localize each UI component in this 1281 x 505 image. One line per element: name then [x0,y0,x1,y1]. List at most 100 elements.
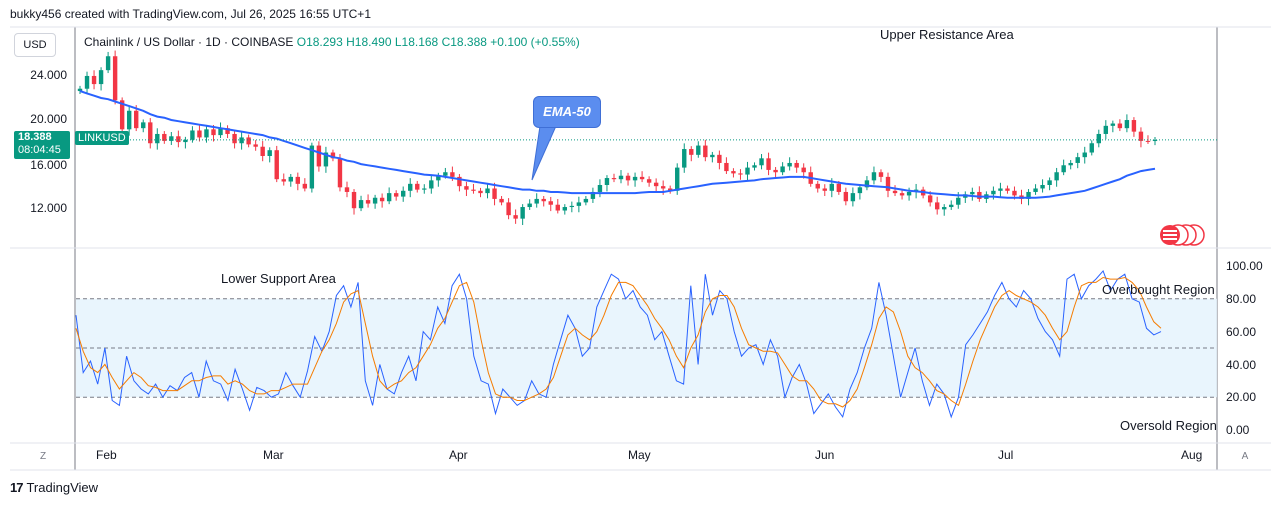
lower-support-label: Lower Support Area [221,271,336,286]
tradingview-icon: 17 [10,480,24,495]
ticker-label: LINKUSD [75,131,129,145]
candle-body [506,202,511,216]
candle-body [105,56,111,71]
candle-body [112,56,118,101]
candle-body [155,133,160,144]
candle-body [351,191,357,209]
candle-body [949,204,954,208]
candle-body [590,191,596,199]
time-tick: Jul [998,448,1014,462]
candle-body [794,162,799,168]
overbought-label: Overbought Region [1102,282,1215,297]
candle-body [1054,172,1059,181]
candle-body [309,145,315,189]
candle-body [1110,123,1116,126]
candle-body [822,188,827,191]
upper-resistance-label: Upper Resistance Area [880,27,1014,42]
brand-name: TradingView [26,480,99,495]
stoch-tick: 100.00 [1226,259,1263,273]
candle-body [1089,143,1094,153]
log-scale-button[interactable]: Z [39,451,47,462]
candle-body [864,180,870,188]
candle-body [274,150,279,180]
candle-body [288,176,293,182]
candle-body [1040,185,1045,189]
time-tick: Feb [96,448,117,462]
candle-body [597,185,603,192]
candle-body [829,183,834,191]
tradingview-logo[interactable]: 17 TradingView [10,480,98,495]
price-tick: 24.000 [30,68,67,82]
candle-body [218,128,223,136]
time-tick: Apr [449,448,468,462]
time-tick: Jun [815,448,835,462]
candle-body [991,190,996,195]
candle-body [330,152,336,159]
candle-body [126,110,132,130]
ema50-line [79,90,1156,199]
candle-body [253,144,258,147]
auto-scale-button[interactable]: A [1241,451,1249,462]
candle-body [998,188,1003,191]
candle-body [555,204,560,211]
time-tick: Mar [263,448,284,462]
candle-body [436,175,441,181]
candle-body [513,215,518,219]
candle-body [583,198,589,203]
candle-body [450,172,455,177]
candle-body [408,183,413,191]
candle-body [471,189,476,191]
candle-body [204,129,209,138]
candle-body [316,145,322,167]
stoch-tick: 0.00 [1226,423,1250,437]
us-flag-icon[interactable] [1160,224,1205,246]
candle-body [225,128,230,134]
candle-body [801,167,806,173]
candle-body [520,207,525,219]
symbol-name[interactable]: Chainlink / US Dollar · 1D · COINBASE [84,35,294,49]
candle-body [878,172,884,177]
currency-selector[interactable]: USD [14,33,56,57]
candle-body [1068,162,1073,166]
candle-body [176,136,181,143]
candle-body [618,175,624,180]
candle-body [323,152,329,167]
candle-body [295,176,301,184]
candle-body [302,183,308,189]
candle-body [836,183,842,192]
candle-body [625,175,631,181]
candle-body [815,183,820,189]
ohlc-high: H18.490 [346,35,392,49]
candle-body [675,167,680,191]
candle-body [422,188,427,190]
candle-body [499,198,504,203]
ohlc-change: +0.100 (+0.55%) [490,35,580,49]
candle-body [703,145,708,158]
oversold-label: Oversold Region [1120,418,1217,433]
candle-body [942,207,947,210]
candle-body [211,129,216,136]
time-tick: May [628,448,651,462]
ohlc-open: O18.293 [296,35,343,49]
candle-body [478,190,483,194]
candle-body [667,188,673,191]
price-tick: 20.000 [30,112,67,126]
candle-body [548,201,553,205]
candle-body [401,190,406,197]
ema-callout-pointer [531,125,557,181]
candle-body [415,183,420,190]
candle-body [970,191,975,195]
candle-body [443,172,448,176]
price-tick: 12.000 [30,201,67,215]
candle-body [724,162,729,172]
candle-body [1124,120,1130,129]
candle-body [1131,120,1137,132]
candle-body [379,197,385,202]
candle-body [696,145,701,155]
candle-body [604,178,610,185]
stoch-tick: 60.00 [1226,325,1257,339]
candle-body [576,202,582,206]
candle-body [77,88,83,92]
stoch-k-line [75,269,1162,419]
